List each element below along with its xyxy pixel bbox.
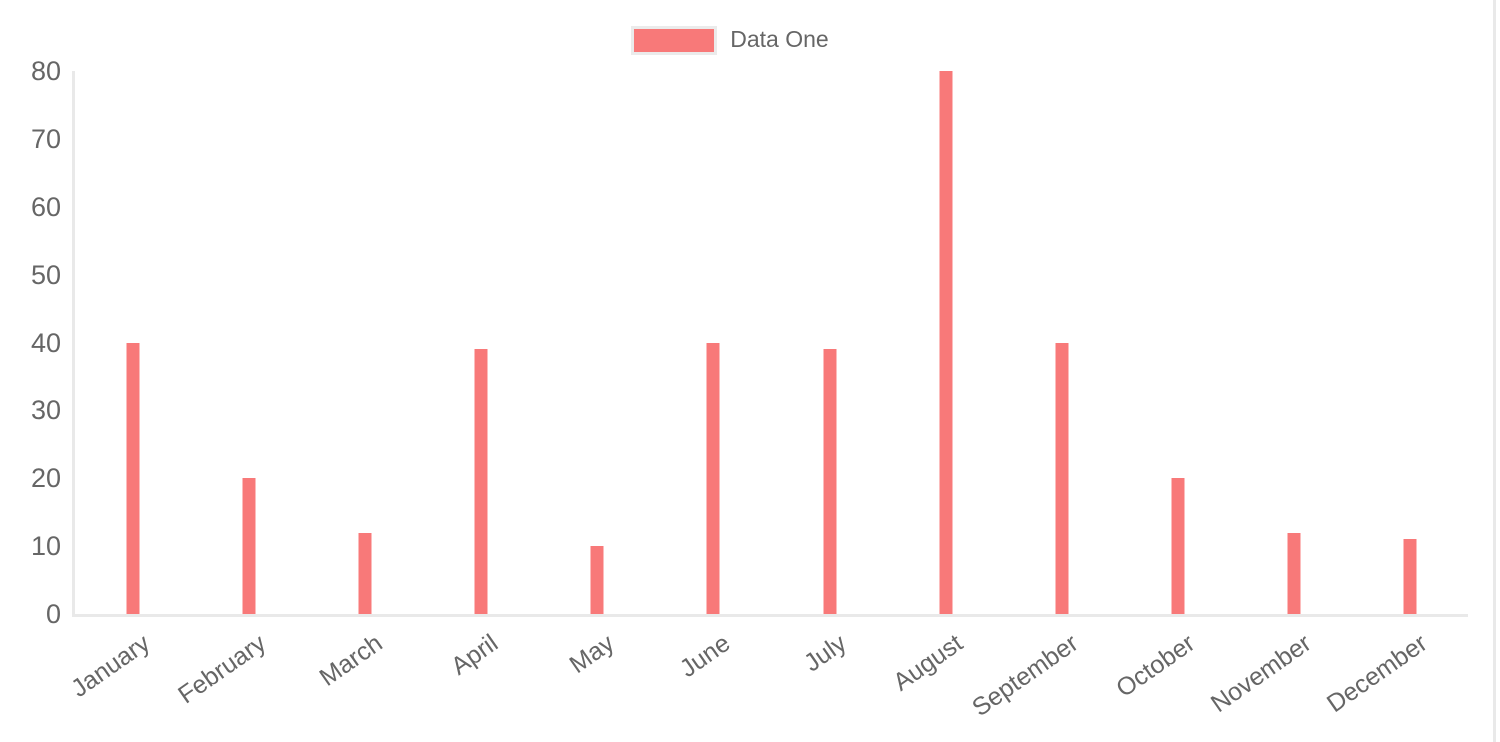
bar-december[interactable] (1403, 539, 1417, 614)
y-axis-tick-label: 70 (30, 123, 61, 154)
category-slot-may (539, 71, 655, 614)
legend[interactable]: Data One (0, 26, 1460, 55)
bar-september[interactable] (1055, 342, 1069, 614)
x-axis-label-december: December (1321, 629, 1433, 719)
container-right-border (1493, 0, 1496, 742)
y-axis-tick-label: 20 (30, 463, 61, 494)
bar-august[interactable] (939, 71, 953, 614)
x-axis-label-august: August (887, 629, 968, 697)
plot-area (72, 71, 1468, 617)
x-axis-label-may: May (564, 629, 620, 680)
bar-june[interactable] (706, 342, 720, 614)
bar-november[interactable] (1287, 532, 1301, 614)
category-slot-october (1120, 71, 1236, 614)
y-axis-tick-label: 10 (30, 531, 61, 562)
bar-april[interactable] (474, 349, 488, 614)
category-slot-january (75, 71, 191, 614)
x-axis-label-november: November (1205, 629, 1316, 719)
bar-january[interactable] (126, 342, 140, 614)
x-axis-label-january: January (66, 629, 156, 703)
y-axis-tick-label: 0 (45, 599, 61, 629)
category-slot-november (1236, 71, 1352, 614)
y-axis-tick-label: 80 (30, 56, 61, 86)
y-axis-tick-label: 50 (30, 259, 61, 290)
x-axis-label-february: February (173, 629, 272, 710)
category-slot-august (888, 71, 1004, 614)
x-axis-label-september: September (967, 629, 1084, 723)
y-axis-tick-label: 40 (30, 327, 61, 358)
bar-march[interactable] (358, 532, 372, 614)
y-axis-tick-label: 60 (30, 191, 61, 222)
x-axis-label-october: October (1110, 629, 1200, 703)
legend-label-data-one: Data One (730, 26, 829, 52)
x-axis-label-june: June (675, 629, 736, 684)
y-axis-tick-label: 30 (30, 395, 61, 426)
bar-july[interactable] (823, 349, 836, 614)
category-slot-june (655, 71, 771, 614)
bar-may[interactable] (590, 546, 604, 614)
bar-february[interactable] (242, 478, 256, 614)
category-slot-march (307, 71, 423, 614)
category-slot-february (191, 71, 307, 614)
category-slot-april (423, 71, 539, 614)
bar-series-data-one (75, 71, 1468, 614)
legend-swatch-data-one (631, 26, 718, 55)
x-axis-label-april: April (446, 629, 504, 681)
x-axis-label-july: July (799, 629, 852, 678)
category-slot-july (771, 71, 887, 614)
category-slot-december (1352, 71, 1468, 614)
category-slot-september (1004, 71, 1120, 614)
bar-october[interactable] (1171, 478, 1185, 614)
x-axis-label-march: March (314, 629, 388, 692)
